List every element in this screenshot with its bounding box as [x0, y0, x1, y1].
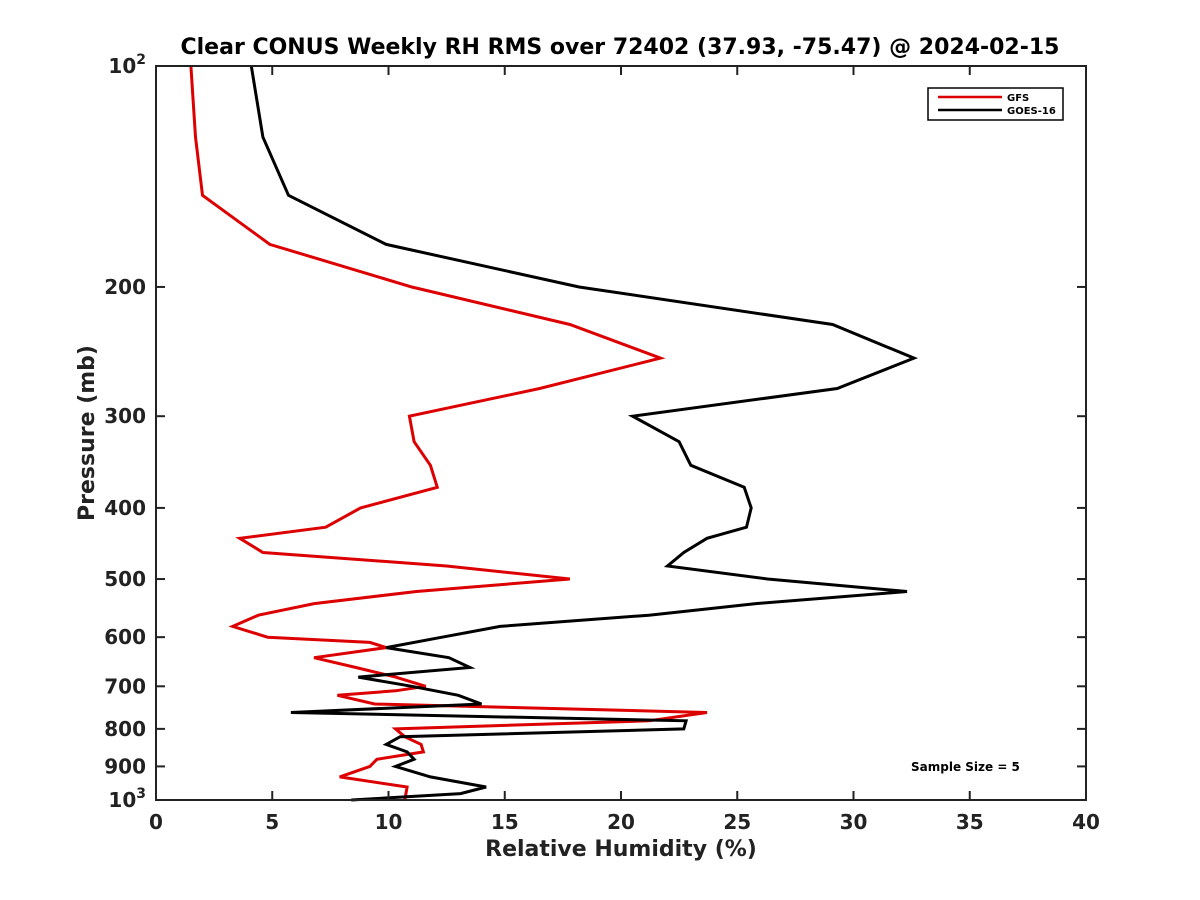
- y-tick-label: 103: [108, 786, 146, 812]
- y-tick-label: 400: [104, 496, 146, 520]
- y-tick-label: 300: [104, 404, 146, 428]
- x-tick-label: 35: [956, 810, 984, 834]
- x-tick-label: 40: [1072, 810, 1100, 834]
- series-layer: [189, 65, 919, 802]
- legend-label-goes16: GOES-16: [1007, 106, 1056, 117]
- legend-box: [927, 87, 1064, 121]
- x-tick-label: 20: [607, 810, 635, 834]
- legend[interactable]: GFS GOES-16: [927, 87, 1064, 121]
- plot-frame: [155, 65, 1087, 801]
- y-tick-label: 900: [104, 754, 146, 778]
- x-tick-label: 10: [375, 810, 403, 834]
- y-tick-label: 102: [108, 52, 146, 78]
- y-tick-label: 500: [104, 567, 146, 591]
- y-axis-label: Pressure (mb): [75, 345, 100, 521]
- x-axis: 0 5 10 15 20 25 30 35 40: [149, 66, 1100, 834]
- y-tick-label: 600: [104, 625, 146, 649]
- series-line-goes16: [249, 65, 919, 802]
- x-axis-label: Relative Humidity (%): [485, 837, 757, 862]
- x-tick-label: 30: [840, 810, 868, 834]
- x-tick-label: 5: [265, 810, 279, 834]
- y-tick-label: 700: [104, 674, 146, 698]
- series-line-gfs: [189, 65, 708, 801]
- y-tick-label: 200: [104, 275, 146, 299]
- x-tick-label: 25: [723, 810, 751, 834]
- legend-label-gfs: GFS: [1007, 93, 1029, 104]
- y-tick-label: 800: [104, 717, 146, 741]
- x-tick-label: 0: [149, 810, 163, 834]
- chart-title: Clear CONUS Weekly RH RMS over 72402 (37…: [181, 35, 1060, 60]
- x-tick-label: 15: [491, 810, 519, 834]
- sample-size-annotation: Sample Size = 5: [911, 760, 1020, 774]
- y-axis: 102 200 300 400 500 600 700 800 900 103: [104, 52, 1086, 812]
